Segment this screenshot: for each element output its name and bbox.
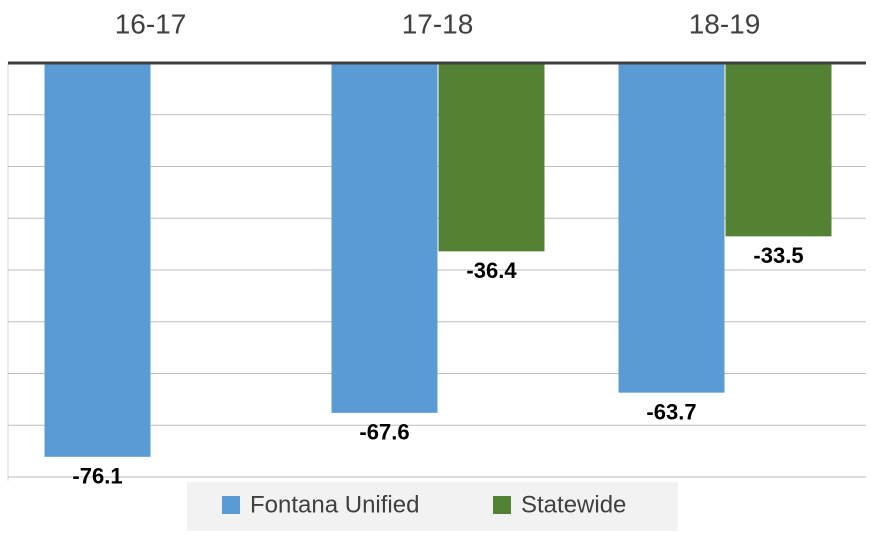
legend-label: Statewide	[521, 491, 626, 518]
data-label: -76.1	[72, 464, 122, 489]
data-label: -67.6	[359, 420, 409, 445]
bar	[725, 63, 832, 237]
legend-swatch	[222, 496, 240, 514]
data-label: -63.7	[646, 399, 696, 424]
legend-label: Fontana Unified	[250, 491, 419, 518]
bar	[618, 63, 725, 393]
legend-box	[187, 482, 678, 531]
bar	[331, 63, 438, 413]
data-label: -36.4	[466, 258, 517, 283]
bar	[438, 63, 545, 252]
bar	[44, 63, 151, 457]
x-tick-label: 17-18	[402, 8, 474, 39]
legend-swatch	[493, 496, 511, 514]
x-tick-label: 18-19	[689, 8, 761, 39]
x-tick-label: 16-17	[115, 8, 187, 39]
data-label: -33.5	[753, 243, 803, 268]
